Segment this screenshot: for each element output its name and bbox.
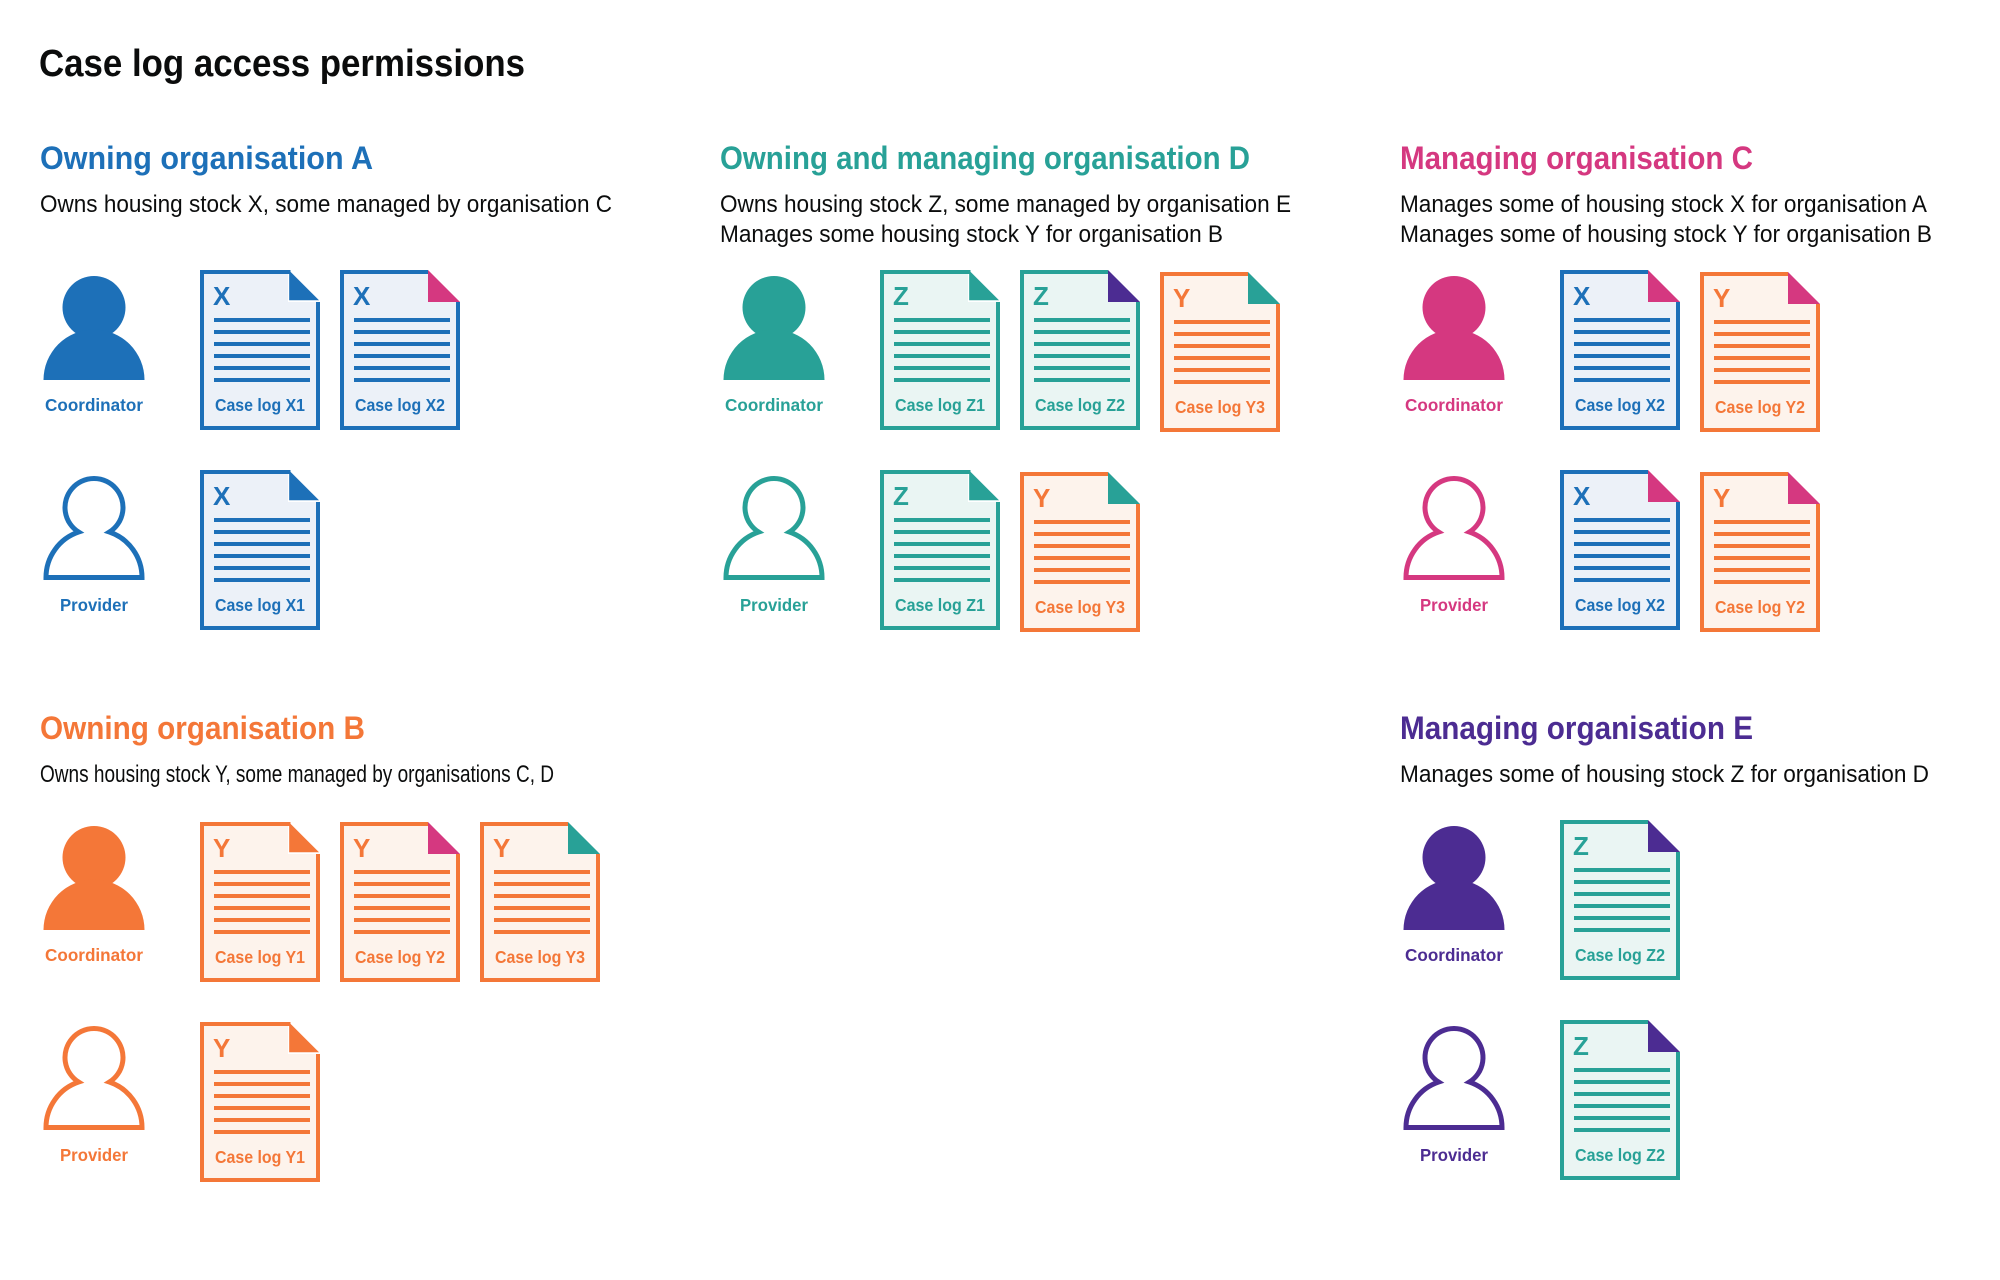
svg-text:Z: Z [1573,1031,1589,1061]
svg-text:Provider: Provider [1420,1145,1488,1165]
svg-text:Y: Y [353,833,370,863]
svg-text:Manages some of housing stock: Manages some of housing stock Z for orga… [1400,761,1929,788]
svg-text:Owns housing stock X, some man: Owns housing stock X, some managed by or… [40,191,612,218]
svg-text:Y: Y [213,1033,230,1063]
svg-text:Owns housing stock Y, some man: Owns housing stock Y, some managed by or… [40,761,554,788]
svg-text:Coordinator: Coordinator [45,945,143,965]
svg-text:Managing organisation E: Managing organisation E [1400,710,1753,746]
svg-text:Case log X1: Case log X1 [215,595,305,615]
svg-text:X: X [1573,281,1591,311]
svg-text:Provider: Provider [740,595,808,615]
svg-text:Case log access permissions: Case log access permissions [39,43,525,85]
svg-text:Case log Z2: Case log Z2 [1575,1145,1665,1165]
svg-text:Owning and managing organisati: Owning and managing organisation D [720,140,1250,176]
svg-text:Owning organisation B: Owning organisation B [40,710,365,746]
svg-text:Z: Z [1573,831,1589,861]
svg-text:Case log Y3: Case log Y3 [495,947,585,967]
svg-text:Z: Z [1033,281,1049,311]
svg-text:Case log Y3: Case log Y3 [1175,397,1265,417]
svg-text:Coordinator: Coordinator [725,395,823,415]
svg-text:Provider: Provider [60,595,128,615]
svg-text:Case log Z1: Case log Z1 [895,595,985,615]
svg-text:Case log Y2: Case log Y2 [1715,397,1805,417]
svg-text:Manages some of housing stock: Manages some of housing stock Y for orga… [1400,221,1932,248]
svg-text:Case log Y1: Case log Y1 [215,947,305,967]
svg-text:Y: Y [213,833,230,863]
svg-text:Case log Z2: Case log Z2 [1035,395,1125,415]
svg-text:Case log Y3: Case log Y3 [1035,597,1125,617]
svg-text:X: X [1573,481,1591,511]
svg-text:Coordinator: Coordinator [1405,945,1503,965]
svg-text:Owning organisation A: Owning organisation A [40,140,373,176]
svg-text:Provider: Provider [60,1145,128,1165]
svg-text:Provider: Provider [1420,595,1488,615]
svg-text:Case log X2: Case log X2 [1575,395,1665,415]
svg-text:Managing organisation C: Managing organisation C [1400,140,1753,176]
svg-text:Z: Z [893,481,909,511]
svg-text:Coordinator: Coordinator [1405,395,1503,415]
svg-text:Case log X2: Case log X2 [355,395,445,415]
svg-text:Manages some housing stock Y f: Manages some housing stock Y for organis… [720,221,1223,248]
svg-text:Y: Y [1033,483,1050,513]
svg-text:Y: Y [1713,283,1730,313]
svg-text:Case log X1: Case log X1 [215,395,305,415]
svg-text:Y: Y [1173,283,1190,313]
svg-text:Z: Z [893,281,909,311]
svg-text:X: X [213,481,231,511]
svg-text:Case log Z1: Case log Z1 [895,395,985,415]
svg-text:Manages some of housing stock: Manages some of housing stock X for orga… [1400,191,1927,218]
svg-text:X: X [213,281,231,311]
svg-text:Case log Y2: Case log Y2 [355,947,445,967]
svg-text:Case log Z2: Case log Z2 [1575,945,1665,965]
svg-text:Case log X2: Case log X2 [1575,595,1665,615]
svg-text:Y: Y [493,833,510,863]
svg-text:Owns housing stock Z, some man: Owns housing stock Z, some managed by or… [720,191,1291,218]
svg-text:Y: Y [1713,483,1730,513]
svg-text:X: X [353,281,371,311]
svg-text:Coordinator: Coordinator [45,395,143,415]
svg-text:Case log Y2: Case log Y2 [1715,597,1805,617]
svg-text:Case log Y1: Case log Y1 [215,1147,305,1167]
